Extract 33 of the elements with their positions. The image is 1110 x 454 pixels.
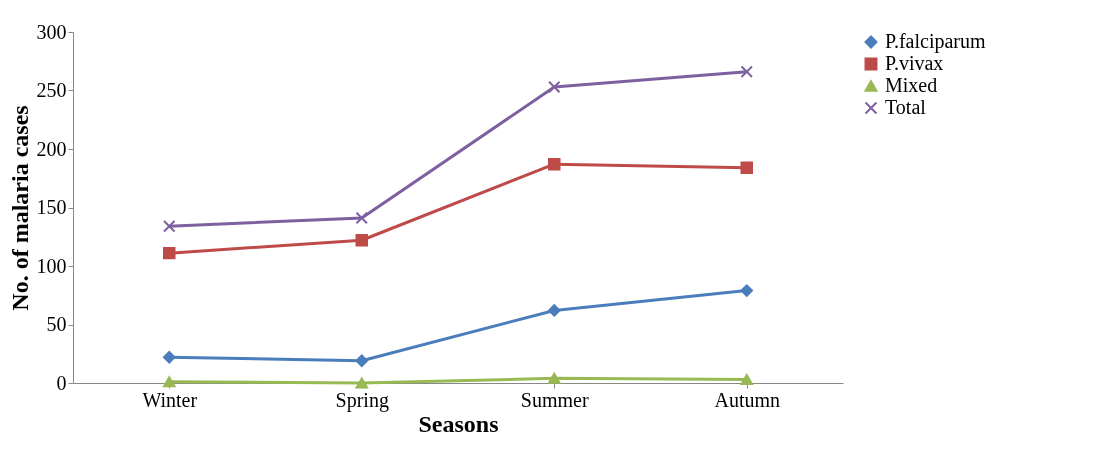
- legend-label: Total: [885, 96, 927, 118]
- y-tick-label: 300: [36, 20, 67, 43]
- y-tick-label: 200: [36, 137, 67, 160]
- point: [740, 284, 753, 297]
- point: [740, 161, 753, 174]
- point: [740, 65, 753, 79]
- point: [548, 304, 561, 317]
- y-tick-label: 0: [56, 371, 67, 394]
- x-tick-label: Winter: [142, 388, 198, 411]
- point: [355, 234, 368, 247]
- x-axis-title: Seasons: [418, 410, 499, 437]
- x-tick-label: Spring: [335, 388, 389, 412]
- y-tick-label: 250: [36, 79, 67, 101]
- y-axis-title: No. of malaria cases: [6, 105, 33, 311]
- point: [163, 219, 176, 233]
- point: [355, 211, 368, 225]
- point: [163, 246, 176, 260]
- point: [355, 377, 368, 389]
- x-tick-label: Summer: [520, 388, 589, 411]
- point: [548, 372, 561, 384]
- point: [548, 157, 561, 171]
- point: [163, 376, 176, 388]
- point: [548, 80, 561, 94]
- legend-label: Mixed: [885, 74, 938, 96]
- x-tick-label: Autumn: [714, 388, 781, 411]
- point: [355, 354, 368, 368]
- legend-label: P.vivax: [885, 52, 944, 74]
- point: [163, 351, 176, 364]
- y-tick-label: 50: [46, 313, 67, 335]
- y-tick-label: 150: [36, 196, 67, 218]
- legend-label: P.falciparum: [885, 30, 986, 53]
- y-tick-label: 100: [36, 254, 67, 277]
- point: [740, 373, 753, 386]
